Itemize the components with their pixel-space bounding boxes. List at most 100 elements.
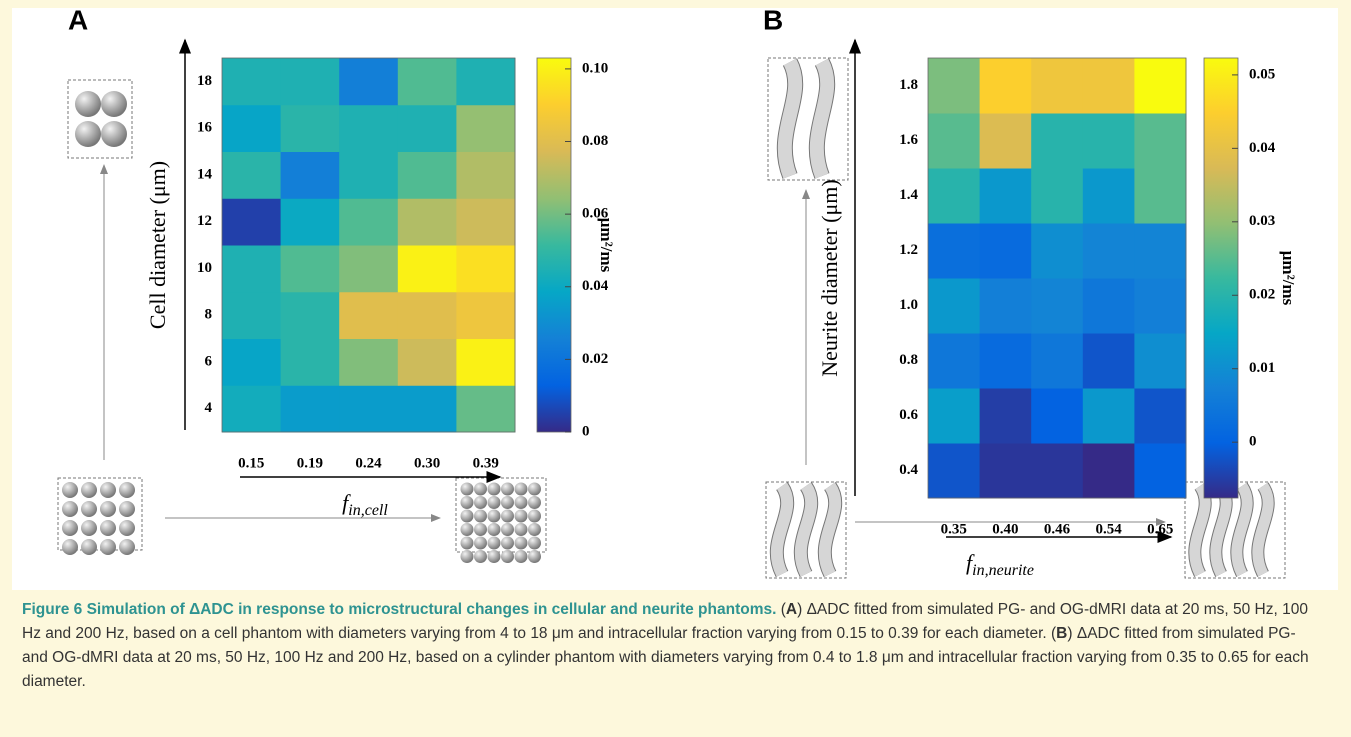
sphere	[81, 501, 97, 517]
heatmap-cell	[280, 291, 340, 339]
panel-letter: A	[68, 4, 88, 35]
caption-title: Figure 6 Simulation of ΔADC in response …	[22, 601, 777, 618]
sphere	[514, 550, 528, 563]
heatmap-cell	[928, 168, 981, 224]
caption-label: B	[1056, 625, 1068, 642]
x-label-main: f	[966, 550, 975, 575]
colorbar-tick-label: 0.02	[582, 351, 608, 367]
heatmap-cell	[339, 104, 399, 152]
heatmap-cell	[979, 388, 1032, 444]
sphere	[501, 496, 514, 509]
heatmap-cell	[1031, 388, 1084, 444]
cylinder	[1231, 482, 1253, 577]
x-tick-label: 0.40	[992, 521, 1018, 537]
sphere	[100, 482, 116, 498]
heatmap-cell	[1134, 278, 1187, 334]
x-axis-label: fin,neurite	[966, 550, 1034, 579]
heatmap-cell	[1031, 333, 1084, 389]
x-tick-label: 0.24	[355, 455, 382, 471]
sphere	[487, 482, 501, 496]
sphere	[501, 482, 514, 496]
heatmap-cell	[1134, 168, 1187, 224]
heatmap-cell	[456, 104, 516, 152]
heatmap-cell	[979, 278, 1032, 334]
sphere	[81, 539, 97, 555]
sphere	[62, 501, 78, 517]
y-tick-label: 0.4	[899, 462, 918, 478]
y-tick-label: 1.8	[899, 77, 918, 93]
heatmap-cell	[979, 113, 1032, 169]
neurite-icon-top	[767, 57, 849, 181]
heatmap-cell	[222, 58, 282, 106]
heatmap-cell	[928, 58, 981, 114]
heatmap-cell	[979, 333, 1032, 389]
heatmap-cell	[222, 291, 282, 339]
sphere	[119, 520, 135, 536]
heatmap-cell	[1134, 443, 1187, 499]
y-tick-label: 0.6	[899, 407, 918, 423]
sphere	[474, 509, 487, 523]
y-tick-label: 1.6	[899, 132, 918, 148]
cylinder	[777, 58, 803, 179]
heatmap-cell	[222, 151, 282, 199]
sphere	[487, 536, 501, 550]
y-tick-label: 4	[205, 400, 213, 416]
sphere	[528, 482, 541, 496]
figure: A 4 6 8 10 12 14 16 18 0.15 0.19 0.24 0.30 0.39 Cell d…	[12, 4, 1338, 590]
x-axis-label: fin,cell	[342, 490, 388, 519]
cell-icon-bottom	[57, 477, 143, 555]
heatmap-cell	[397, 151, 457, 199]
heatmap-cell	[397, 291, 457, 339]
heatmap-cell	[1082, 278, 1135, 334]
y-tick-label: 16	[197, 120, 213, 136]
sphere	[514, 536, 528, 550]
y-tick-label: 10	[197, 260, 212, 276]
heatmap-cell	[1082, 223, 1135, 279]
colorbar-label: μm²/ms	[597, 218, 616, 273]
heatmap-cell	[280, 338, 340, 386]
colorbar-tick-label: 0.04	[582, 278, 609, 294]
cell-icon-top	[67, 79, 133, 159]
colorbar-tick-label: 0.03	[1249, 213, 1275, 229]
heatmap-cell	[280, 245, 340, 293]
heatmap-cell	[1031, 113, 1084, 169]
sphere	[474, 496, 487, 509]
sphere	[460, 482, 474, 496]
sphere	[487, 523, 501, 536]
heatmap-cell	[1134, 333, 1187, 389]
sphere	[460, 523, 474, 536]
sphere	[62, 482, 78, 498]
sphere	[119, 482, 135, 498]
x-tick-label: 0.39	[473, 455, 499, 471]
heatmap-cell	[456, 385, 516, 433]
colorbar-tick-label: 0.02	[1249, 287, 1275, 303]
sphere	[514, 523, 528, 536]
heatmap-cell	[1134, 113, 1187, 169]
heatmap-cell	[456, 198, 516, 246]
sphere	[528, 509, 541, 523]
heatmap-cell	[339, 245, 399, 293]
heatmap-cell	[397, 385, 457, 433]
heatmap-cell	[280, 104, 340, 152]
heatmap-cell	[928, 223, 981, 279]
colorbar-tick-label: 0.05	[1249, 66, 1275, 82]
heatmap-cell	[339, 151, 399, 199]
heatmap-cell	[397, 58, 457, 106]
sphere	[460, 496, 474, 509]
sphere	[460, 550, 474, 563]
sphere	[100, 520, 116, 536]
y-tick-label: 1.2	[899, 242, 918, 258]
x-label-sub: in,cell	[348, 502, 388, 519]
heatmap-cell	[339, 385, 399, 433]
colorbar-tick-label: 0	[582, 423, 590, 439]
heatmap-cell	[222, 245, 282, 293]
heatmap-cell	[397, 245, 457, 293]
heatmap-cell	[979, 168, 1032, 224]
heatmap-cell	[456, 291, 516, 339]
cylinder	[809, 58, 835, 179]
sphere	[100, 539, 116, 555]
heatmap-cell	[1031, 168, 1084, 224]
sphere	[119, 501, 135, 517]
caption-text: ΔADC fitted from simulated PG- and OG-dM…	[22, 601, 1308, 642]
heatmap-cell	[456, 245, 516, 293]
